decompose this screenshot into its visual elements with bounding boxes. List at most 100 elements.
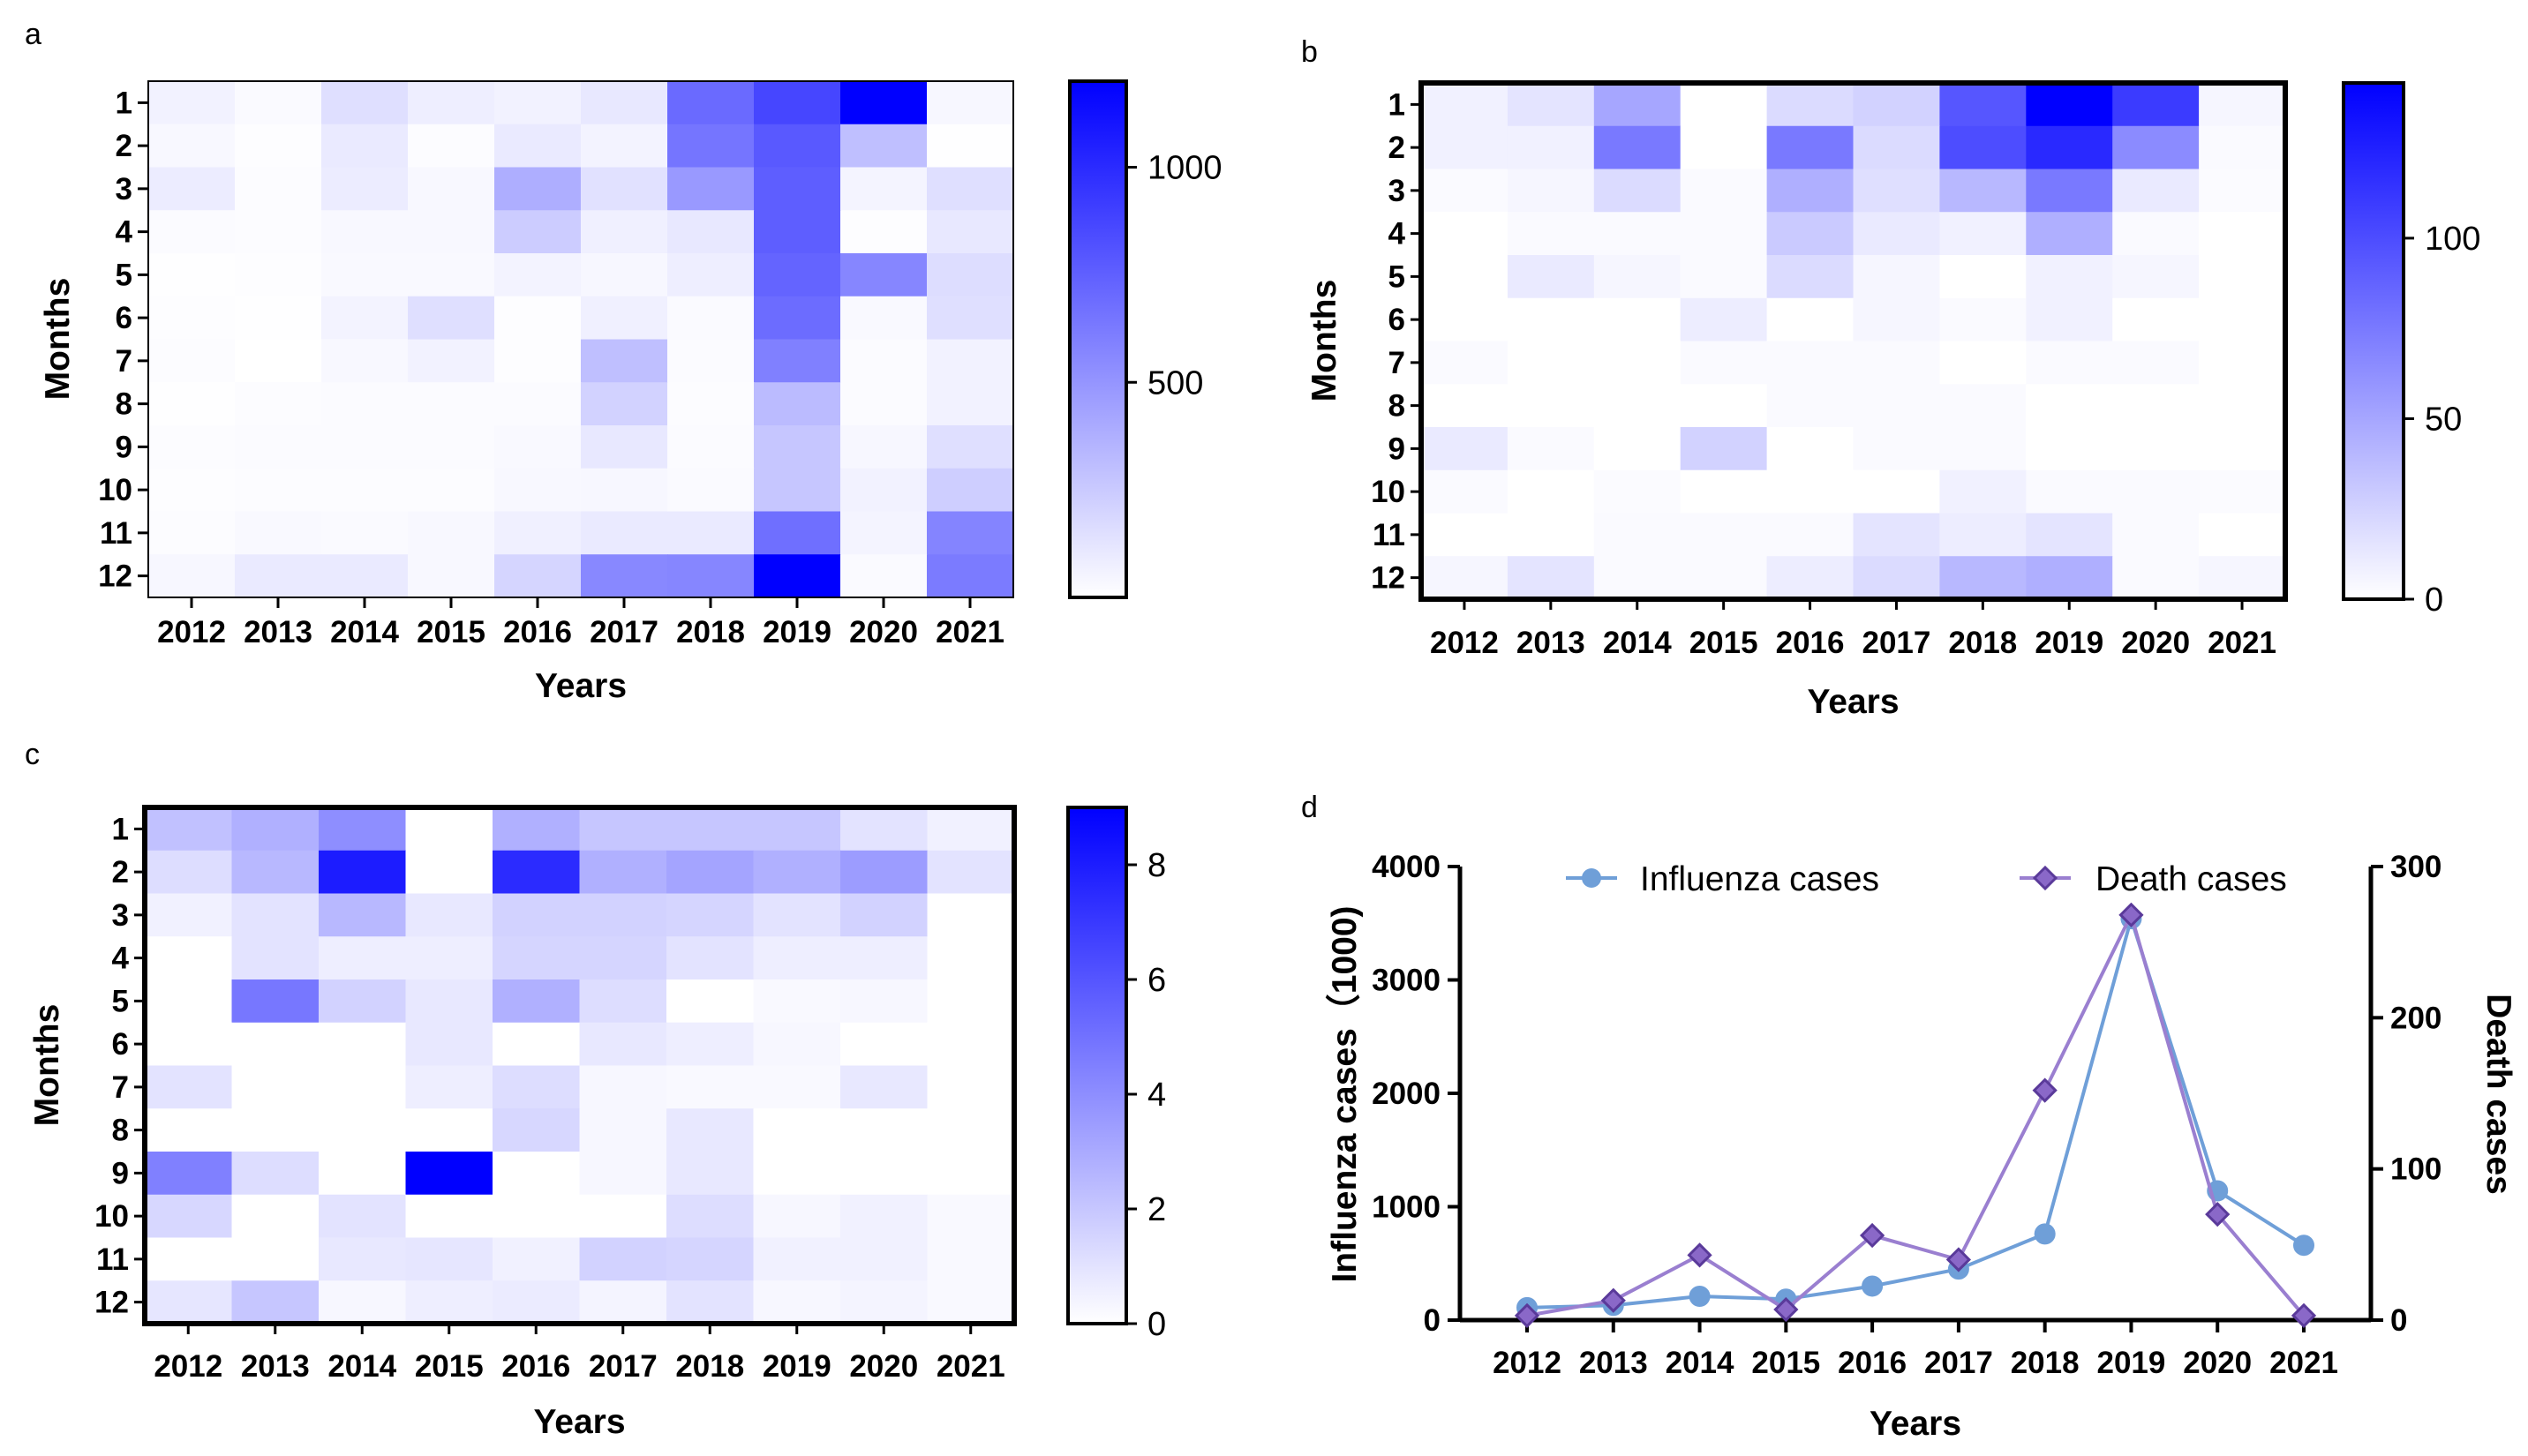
right-y-tick-label: 0 — [2390, 1303, 2407, 1338]
heatmap-cell — [840, 296, 928, 341]
heatmap-cell — [1507, 556, 1595, 600]
heatmap-cell — [754, 554, 841, 598]
x-tick-label: 2017 — [1924, 1346, 1993, 1380]
heatmap-cell — [408, 124, 495, 169]
heatmap-cell — [1939, 427, 2027, 471]
heatmap-cell — [927, 1280, 1015, 1325]
heatmap-cell — [840, 1194, 929, 1239]
x-tick-label: 2020 — [2183, 1346, 2252, 1380]
heatmap-cell — [1421, 297, 1509, 342]
x-tick-label: 2020 — [849, 1349, 918, 1384]
x-tick-label: 2019 — [2035, 626, 2103, 660]
heatmap-cell — [319, 807, 407, 852]
heatmap-cell — [579, 1152, 667, 1196]
heatmap-cell — [319, 893, 407, 937]
colorbar-tick-label: 6 — [1147, 962, 1166, 999]
heatmap-cell — [666, 979, 755, 1024]
heatmap-cell — [579, 1108, 667, 1152]
heatmap-cell — [408, 554, 495, 598]
heatmap-cell — [494, 339, 582, 383]
x-axis-label: Years — [1807, 683, 1899, 721]
x-axis-label: Years — [533, 1403, 625, 1441]
heatmap-cell — [408, 511, 495, 555]
heatmap-cell — [235, 468, 322, 513]
heatmap-cell — [408, 382, 495, 426]
heatmap-cell — [145, 936, 233, 980]
heatmap-cell — [493, 1280, 581, 1325]
heatmap-cell — [1680, 513, 1768, 557]
heatmap-cell — [145, 893, 233, 937]
heatmap-cell — [927, 807, 1015, 852]
heatmap-cell — [2112, 556, 2200, 600]
x-tick-label: 2014 — [330, 615, 399, 649]
y-tick-label: 1 — [116, 86, 132, 120]
x-tick-label: 2021 — [2208, 626, 2276, 660]
heatmap-cell — [493, 1108, 581, 1152]
heatmap-cell — [235, 124, 322, 169]
heatmap-cell — [405, 1280, 493, 1325]
y-axis-label: Influenza cases（1000) — [1326, 905, 1364, 1282]
heatmap-cell — [753, 979, 841, 1024]
line-chart-panel-d: 0 1000 2000 3000 4000 0 100 200 300 2012 2013 2014 2… — [1326, 850, 2517, 1443]
heatmap-cell — [493, 1237, 581, 1281]
x-tick-label: 2016 — [1776, 626, 1845, 660]
y-axis-label: Months — [28, 1004, 66, 1127]
y-tick-label: 6 — [112, 1027, 129, 1062]
heatmap-cell — [840, 1108, 929, 1152]
death-data-point — [1859, 1222, 1885, 1249]
heatmap-cell — [1766, 212, 1855, 256]
heatmap-cell — [754, 210, 841, 254]
panel-letter-a: a — [25, 18, 41, 51]
heatmap-cell — [1680, 255, 1768, 299]
heatmap-cell — [148, 554, 236, 598]
heatmap-cell — [231, 1237, 320, 1281]
heatmap-cell — [2026, 341, 2113, 385]
heatmap-cell — [2112, 255, 2200, 299]
heatmap-cell — [667, 339, 755, 383]
heatmap-cell — [231, 893, 320, 937]
heatmap-cell — [1853, 469, 1940, 514]
heatmap-cell — [1421, 469, 1509, 514]
heatmap-cell — [581, 425, 668, 469]
heatmap-cell — [493, 807, 581, 852]
heatmap-cell — [1766, 255, 1855, 299]
heatmap-cell — [231, 1280, 320, 1325]
heatmap-cell — [754, 425, 841, 469]
heatmap-cell — [321, 425, 409, 469]
heatmap-cell — [840, 1065, 929, 1109]
heatmap-cell — [319, 1152, 407, 1196]
heatmap-cell — [753, 1194, 841, 1239]
heatmap-cell — [321, 167, 409, 211]
heatmap-cell — [231, 979, 320, 1024]
influenza-data-point — [2293, 1235, 2314, 1257]
colorbar — [1068, 79, 1128, 599]
heatmap-cell — [2026, 297, 2113, 342]
heatmap-cell — [2026, 384, 2113, 428]
heatmap-cell — [1421, 255, 1509, 299]
heatmap-cell — [408, 296, 495, 341]
heatmap-cell — [1421, 513, 1509, 557]
heatmap-cell — [235, 81, 322, 125]
heatmap-cell — [667, 81, 755, 125]
y-tick-label: 2 — [116, 129, 132, 163]
heatmap-cell — [581, 167, 668, 211]
heatmap-cell — [494, 210, 582, 254]
death-data-point — [1773, 1296, 1799, 1323]
heatmap-cell — [148, 511, 236, 555]
heatmap-cell — [2199, 83, 2286, 127]
y-tick-label: 8 — [112, 1114, 129, 1148]
heatmap-cell — [754, 81, 841, 125]
x-tick-label: 2016 — [503, 615, 572, 649]
heatmap-cell — [145, 1022, 233, 1067]
heatmap-cell — [1853, 513, 1940, 557]
y-tick-label: 1 — [112, 812, 129, 846]
heatmap-cell — [2026, 513, 2113, 557]
heatmap-cell — [1766, 341, 1855, 385]
heatmap-cell — [1507, 469, 1595, 514]
heatmap-cell — [493, 893, 581, 937]
x-tick-label: 2019 — [2097, 1346, 2166, 1380]
heatmap-cell — [579, 979, 667, 1024]
x-tick-label: 2014 — [327, 1349, 396, 1384]
heatmap-cell — [148, 253, 236, 297]
series-line-influenza — [1526, 917, 2306, 1310]
